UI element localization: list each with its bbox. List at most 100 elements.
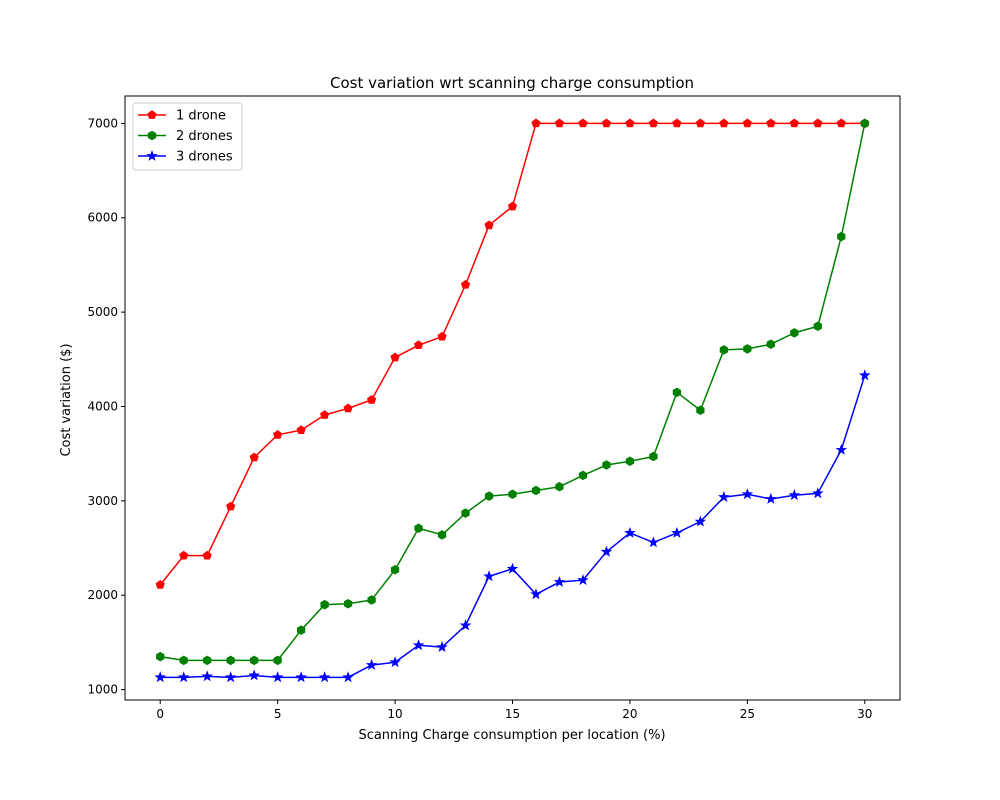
data-point [788, 489, 801, 501]
y-tick-label: 5000 [87, 305, 118, 319]
y-tick-label: 4000 [87, 399, 118, 413]
data-point [365, 659, 378, 670]
data-point [179, 655, 188, 666]
data-point [437, 331, 447, 341]
data-point [719, 118, 729, 128]
data-point [367, 395, 377, 404]
data-point [461, 508, 470, 518]
data-point [460, 279, 471, 289]
data-point [647, 536, 660, 548]
data-point [484, 220, 494, 230]
legend-box [132, 102, 243, 171]
data-point [343, 403, 353, 413]
x-tick-label: 25 [740, 707, 755, 721]
series-2-drones [156, 118, 869, 666]
legend-label: 3 drones [176, 150, 233, 165]
data-point [813, 321, 822, 332]
data-point [224, 671, 237, 683]
data-point [343, 598, 353, 609]
data-point [742, 118, 752, 128]
data-point [459, 619, 472, 631]
data-point [578, 118, 588, 128]
data-point [297, 625, 306, 635]
data-point [201, 670, 213, 682]
data-point [318, 671, 331, 683]
data-point [625, 118, 635, 128]
data-point [226, 501, 236, 511]
data-point [202, 550, 212, 560]
data-point [600, 545, 613, 557]
legend-item: 3 drones [138, 150, 233, 165]
x-tick-label: 5 [274, 707, 282, 721]
y-tick-label: 7000 [87, 116, 118, 130]
x-tick-label: 0 [156, 707, 164, 721]
data-point [437, 530, 447, 540]
data-point [389, 656, 401, 668]
data-point [273, 429, 283, 439]
series-layer [154, 118, 871, 683]
data-point [413, 340, 424, 350]
legend-item: 1 drone [138, 109, 226, 124]
data-point [271, 671, 284, 683]
data-point [718, 491, 730, 503]
data-point [554, 118, 565, 128]
y-tick-label: 1000 [87, 683, 118, 697]
data-point [601, 118, 612, 128]
data-point [672, 118, 682, 128]
data-point [248, 669, 260, 681]
data-point [578, 470, 588, 481]
chart-title: Cost variation wrt scanning charge consu… [330, 74, 694, 92]
y-axis-label: Cost variation ($) [59, 343, 74, 456]
data-point [836, 118, 846, 128]
data-point [531, 118, 541, 128]
data-point [859, 369, 871, 381]
data-point [508, 489, 517, 500]
data-point [483, 570, 495, 582]
data-point [696, 405, 705, 416]
data-point [507, 201, 518, 211]
data-point [790, 328, 799, 338]
data-point [766, 339, 775, 349]
data-point [835, 443, 848, 455]
legend-label: 1 drone [176, 109, 226, 124]
data-point [342, 671, 354, 683]
data-point [625, 456, 635, 467]
series-line [160, 375, 866, 679]
data-point [695, 118, 705, 128]
data-point [813, 118, 823, 128]
x-tick-label: 15 [505, 707, 520, 721]
x-tick-label: 20 [622, 707, 637, 721]
data-point [484, 491, 494, 501]
plot-frame [124, 95, 901, 701]
data-point [295, 671, 307, 683]
data-point [577, 574, 589, 586]
data-point [812, 487, 824, 499]
data-point [436, 641, 448, 653]
data-point [203, 655, 212, 666]
data-point [789, 118, 799, 128]
data-point [743, 344, 752, 354]
data-point [226, 655, 235, 666]
data-point [860, 118, 869, 129]
data-point [837, 231, 846, 242]
data-point [648, 118, 658, 128]
data-point [177, 671, 190, 683]
data-point [766, 118, 776, 128]
x-tick-label: 10 [387, 707, 402, 721]
legend-marker [147, 130, 157, 141]
data-point [414, 523, 423, 534]
axis-ticks: 0 5 10 15 20 25 30 1000 2000 3000 4000 5000 6000 7000 [87, 116, 872, 721]
data-point [649, 451, 658, 462]
data-point [530, 588, 542, 600]
data-point [624, 526, 636, 538]
data-point [179, 550, 189, 560]
y-tick-label: 2000 [87, 588, 118, 602]
data-point [672, 387, 682, 398]
data-point [367, 595, 376, 605]
data-point [390, 352, 400, 362]
legend-marker [147, 110, 157, 119]
data-point [249, 452, 259, 462]
data-point [320, 599, 329, 610]
data-point [555, 481, 564, 492]
